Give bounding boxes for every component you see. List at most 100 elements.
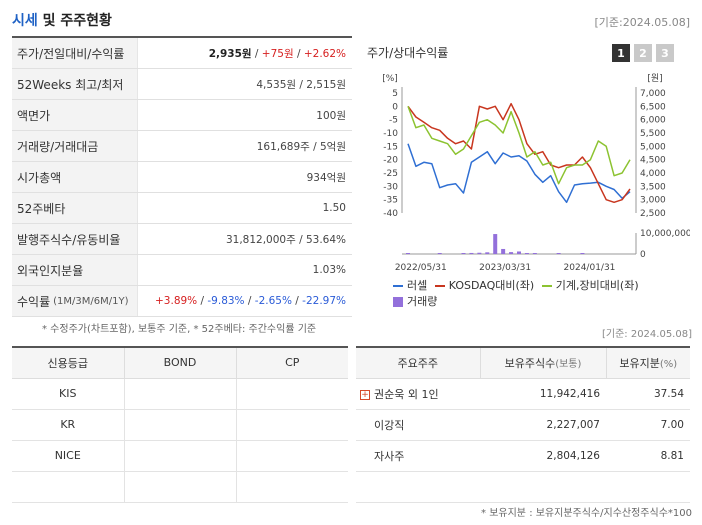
left-tick-label: 5 xyxy=(392,89,398,99)
legend-item: KOSDAQ대비(좌) xyxy=(434,278,535,294)
row-value: 1.50 xyxy=(322,202,346,214)
holders-footnote: * 보유지분 : 보유지분주식수/지수산정주식수*100 xyxy=(481,508,692,519)
left-axis-unit: [%] xyxy=(382,74,398,84)
left-tick-label: -40 xyxy=(383,209,398,219)
volume-bar xyxy=(477,252,482,254)
legend-box-swatch xyxy=(393,297,403,307)
price-row: 발행주식수/유동비율 31,812,000주 / 53.64% xyxy=(12,224,352,255)
price-change-rate: +2.62% xyxy=(303,47,346,60)
holder-name-cell: + 권순욱 외 1인 xyxy=(356,378,480,410)
price-footnote: * 수정주가(차트포함), 보통주 기준, * 52주베타: 주간수익률 기준 xyxy=(42,324,317,335)
row-label: 주가/전일대비/수익률 xyxy=(12,38,138,68)
price-change: +75원 xyxy=(261,47,294,60)
table-row xyxy=(356,471,690,503)
row-label: 거래량/거래대금 xyxy=(12,131,138,161)
separator: / xyxy=(295,295,303,307)
column-header: 보유지분(%) xyxy=(605,347,690,379)
price-row: 시가총액 934억원 xyxy=(12,162,352,193)
current-price: 2,935원 xyxy=(208,47,252,60)
legend-item: 러셀 xyxy=(393,278,427,294)
table-row: + 권순욱 외 1인 11,942,416 37.54 xyxy=(356,378,690,410)
volume-bar xyxy=(406,253,410,254)
table-header-row: 신용등급 BOND CP xyxy=(12,347,348,379)
title-accent: 시세 xyxy=(12,13,38,29)
series-line xyxy=(407,106,631,185)
series-line xyxy=(407,143,631,204)
expand-plus-icon[interactable]: + xyxy=(360,389,370,400)
table-row: 자사주 2,804,126 8.81 xyxy=(356,440,690,472)
column-header: 보유주식수(보통) xyxy=(479,347,606,379)
legend-label: KOSDAQ대비(좌) xyxy=(448,279,535,292)
shares-cell xyxy=(480,471,606,503)
holder-name-cell xyxy=(356,471,480,503)
table-row: KR xyxy=(12,409,348,441)
percent-cell: 7.00 xyxy=(606,409,690,441)
reference-date-2: [기준: 2024.05.08] xyxy=(601,329,692,340)
row-value: 934억원 xyxy=(306,171,346,184)
legend-label: 거래량 xyxy=(407,295,438,308)
legend-item: 기계,장비대비(좌) xyxy=(541,278,639,294)
price-row: 52Weeks 최고/최저 4,535원 / 2,515원 xyxy=(12,69,352,100)
separator: / xyxy=(293,47,304,60)
volume-bar xyxy=(469,252,474,254)
price-row: 52주베타 1.50 xyxy=(12,193,352,224)
holder-name: 권순욱 외 1인 xyxy=(374,387,439,401)
price-row: 외국인지분율 1.03% xyxy=(12,255,352,286)
header-unit: (%) xyxy=(659,358,678,370)
bond-cell xyxy=(123,378,236,410)
price-row: 수익률 (1M/3M/6M/1Y) +3.89% / -9.83% / -2.65… xyxy=(12,286,352,317)
return-label: 수익률 xyxy=(17,294,51,309)
volume-bar xyxy=(485,252,490,254)
percent-cell xyxy=(606,471,690,503)
shares-cell: 2,227,007 xyxy=(480,409,606,441)
credit-rating-table: 신용등급 BOND CP KIS KR NICE xyxy=(12,346,348,503)
holder-name-cell: 이강직 xyxy=(356,409,480,441)
chart-tab-3[interactable]: 3 xyxy=(656,44,674,62)
chart-tab-1[interactable]: 1 xyxy=(612,44,630,62)
return-1y: -22.97% xyxy=(302,295,346,307)
agency-cell xyxy=(12,471,124,503)
row-value: 100원 xyxy=(316,109,346,122)
legend-label: 기계,장비대비(좌) xyxy=(555,279,639,292)
volume-tick-label: 0 xyxy=(640,250,646,260)
left-tick-label: -25 xyxy=(383,169,398,179)
row-label: 외국인지분율 xyxy=(12,255,138,285)
return-3m: -9.83% xyxy=(207,295,245,307)
row-value: 161,689주 / 5억원 xyxy=(256,140,346,153)
row-value: 1.03% xyxy=(312,264,346,276)
column-header: 주요주주 xyxy=(356,347,480,379)
shares-cell: 2,804,126 xyxy=(480,440,606,472)
price-chart: [%] [원] 5 0 -5 -10 -15 -20 -25 -30 -35 -40 7,000 6,50… xyxy=(382,73,690,273)
chart-tab-2[interactable]: 2 xyxy=(634,44,652,62)
volume-bar xyxy=(461,253,466,254)
percent-cell: 8.81 xyxy=(606,440,690,472)
right-tick-label: 3,500 xyxy=(640,182,666,192)
column-header: BOND xyxy=(123,347,236,379)
left-tick-label: -10 xyxy=(383,129,398,139)
cp-cell xyxy=(235,471,348,503)
separator: / xyxy=(251,47,262,60)
chart-tabs: 1 2 3 xyxy=(612,44,674,62)
x-tick-label: 2024/01/31 xyxy=(564,263,616,273)
return-6m: -2.65% xyxy=(254,295,292,307)
title-rest: 및 주주현황 xyxy=(37,13,112,29)
volume-bar xyxy=(493,234,498,254)
reference-date: [기준:2024.05.08] xyxy=(594,16,690,29)
x-tick-label: 2022/05/31 xyxy=(395,263,447,273)
series-line xyxy=(407,102,631,204)
left-tick-label: -15 xyxy=(383,142,398,152)
percent-cell: 37.54 xyxy=(606,378,690,410)
cp-cell xyxy=(235,378,348,410)
return-1m: +3.89% xyxy=(155,295,198,307)
right-tick-label: 5,000 xyxy=(640,142,666,152)
table-row: 이강직 2,227,007 7.00 xyxy=(356,409,690,441)
left-tick-label: -20 xyxy=(383,156,398,166)
left-tick-label: 0 xyxy=(392,102,398,112)
chart-title: 주가/상대수익률 xyxy=(367,46,449,60)
return-periods: (1M/3M/6M/1Y) xyxy=(53,295,129,307)
cp-cell xyxy=(235,440,348,472)
volume-bar xyxy=(517,251,521,254)
chart-legend: 러셀 KOSDAQ대비(좌) 기계,장비대비(좌) 거래량 xyxy=(393,276,693,312)
agency-cell: KR xyxy=(12,409,124,441)
table-row xyxy=(12,471,348,503)
